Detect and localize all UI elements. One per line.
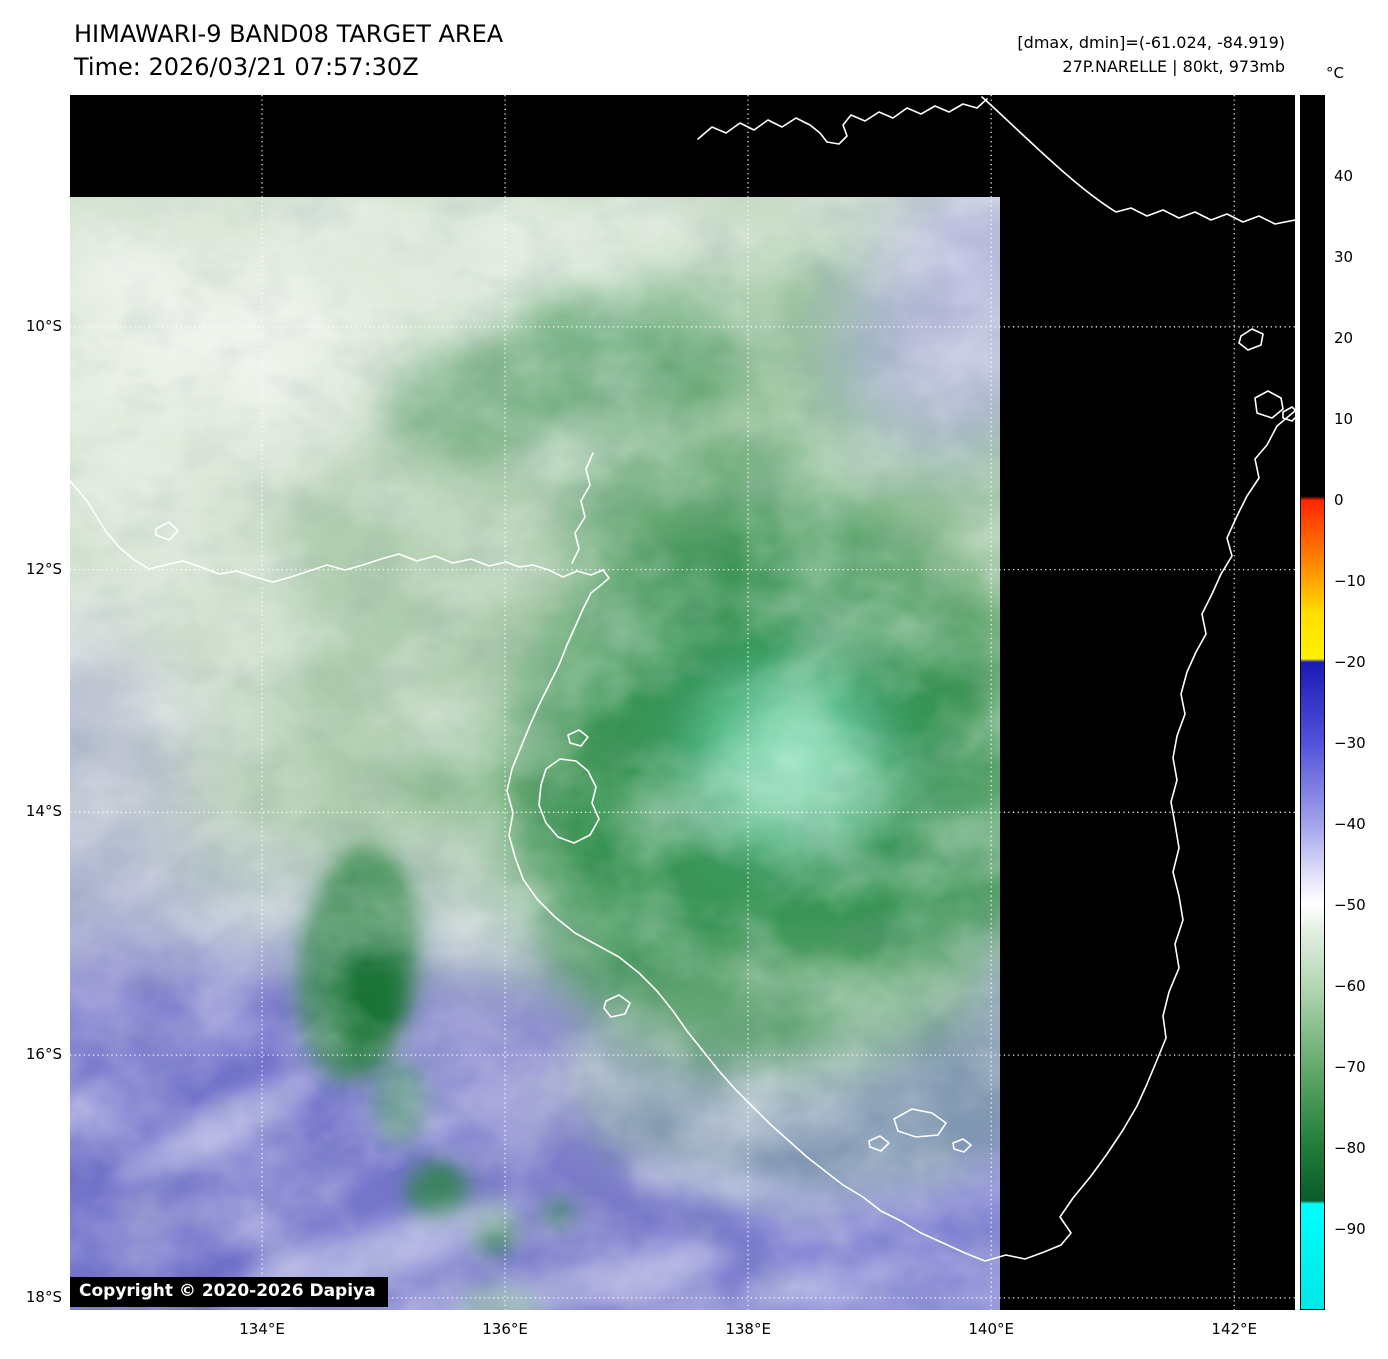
colorbar-tick-label: −60 — [1334, 977, 1366, 995]
lon-tick-label: 138°E — [725, 1320, 771, 1338]
map-plot: Copyright © 2020-2026 Dapiya — [70, 95, 1295, 1310]
map-overlay — [70, 95, 1295, 1310]
satellite-image — [70, 197, 1000, 1310]
groote-islet — [567, 729, 589, 747]
info-block: [dmax, dmin]=(-61.024, -84.919) 27P.NARE… — [1017, 31, 1285, 79]
torres-island-1 — [1238, 328, 1264, 351]
colorbar-tick-label: 20 — [1334, 329, 1354, 347]
dmax-dmin-readout: [dmax, dmin]=(-61.024, -84.919) — [1017, 33, 1285, 52]
coastline — [70, 96, 1295, 1262]
lat-tick-label: 16°S — [25, 1045, 62, 1064]
lon-tick-label: 136°E — [482, 1320, 528, 1338]
colorbar-tick-label: 0 — [1334, 491, 1344, 509]
colorbar-tick-label: −30 — [1334, 734, 1366, 752]
pellew-islands — [603, 994, 631, 1018]
graticule-grid — [70, 95, 1295, 1310]
colorbar-tick-label: −10 — [1334, 572, 1366, 590]
lon-tick-label: 140°E — [968, 1320, 1014, 1338]
colorbar — [1300, 95, 1325, 1310]
mornington-island — [893, 1108, 947, 1138]
torres-island-3 — [1282, 406, 1295, 422]
colorbar-tick-label: −90 — [1334, 1220, 1366, 1238]
colorbar-tick-label: −70 — [1334, 1058, 1366, 1076]
copyright-badge: Copyright © 2020-2026 Dapiya — [70, 1277, 388, 1307]
lat-tick-label: 12°S — [25, 559, 62, 578]
colorbar-tick-label: −50 — [1334, 896, 1366, 914]
lon-tick-label: 142°E — [1211, 1320, 1258, 1338]
wellesley-island-1 — [868, 1135, 890, 1152]
colorbar-tick-label: −40 — [1334, 815, 1366, 833]
colorbar-tick-label: 30 — [1334, 248, 1354, 266]
colorbar-tick-label: −20 — [1334, 653, 1366, 671]
lat-tick-label: 10°S — [25, 316, 62, 335]
colorbar-tick-label: −80 — [1334, 1139, 1366, 1157]
figure-title: HIMAWARI-9 BAND08 TARGET AREA — [74, 20, 504, 48]
lat-tick-label: 14°S — [25, 802, 62, 821]
wessel-islands — [571, 452, 594, 564]
coastline-mainland-australia — [70, 410, 1295, 1262]
cloud-texture-mottle — [70, 197, 1000, 1310]
coastline-new-guinea-west — [697, 98, 988, 145]
figure-timestamp: Time: 2026/03/21 07:57:30Z — [74, 53, 419, 81]
torres-island-2 — [1254, 390, 1284, 419]
storm-readout: 27P.NARELLE | 80kt, 973mb — [1062, 57, 1285, 76]
groote-eylandt — [538, 758, 600, 844]
lat-tick-label: 18°S — [25, 1287, 62, 1306]
croker-island — [155, 521, 179, 541]
coastline-new-guinea-east — [981, 96, 1295, 225]
colorbar-tick-label: 40 — [1334, 167, 1354, 185]
lon-tick-label: 134°E — [239, 1320, 285, 1338]
colorbar-unit-label: °C — [1326, 64, 1344, 82]
colorbar-tick-label: 10 — [1334, 410, 1354, 428]
wellesley-island-2 — [952, 1138, 972, 1153]
